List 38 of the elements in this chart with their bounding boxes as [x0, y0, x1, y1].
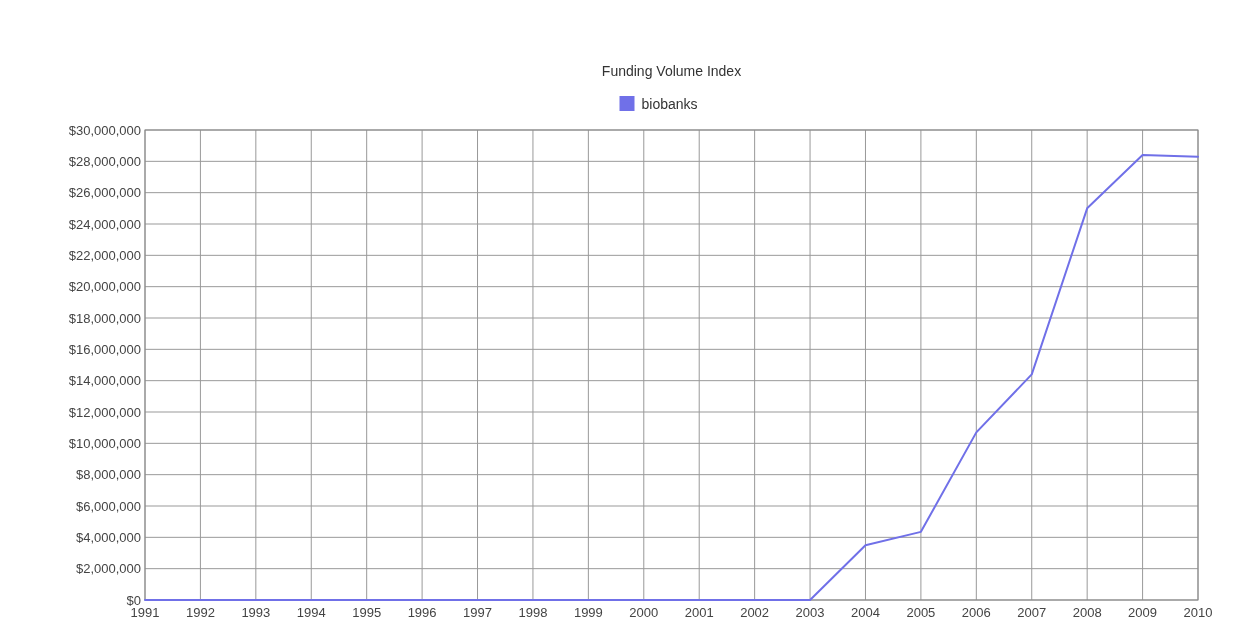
y-tick-label: $12,000,000 — [68, 404, 141, 420]
x-tick-label: 1993 — [241, 605, 271, 620]
x-tick-label: 1997 — [463, 605, 492, 620]
legend-label: biobanks — [641, 95, 698, 112]
y-tick-label: $10,000,000 — [68, 435, 141, 451]
y-tick-label: $22,000,000 — [68, 247, 141, 263]
x-tick-label: 1999 — [573, 605, 603, 620]
x-tick-label: 1991 — [130, 605, 160, 620]
y-tick-label: $0 — [126, 592, 141, 608]
y-tick-label: $14,000,000 — [68, 373, 141, 389]
x-tick-label: 2009 — [1128, 605, 1158, 620]
x-tick-label: 2008 — [1072, 605, 1102, 620]
y-tick-label: $2,000,000 — [75, 561, 141, 577]
x-tick-label: 2010 — [1183, 605, 1213, 620]
y-tick-label: $26,000,000 — [68, 185, 141, 201]
x-tick-label: 1998 — [518, 605, 548, 620]
x-tick-label: 1996 — [407, 605, 437, 620]
y-tick-label: $20,000,000 — [68, 279, 141, 295]
x-tick-label: 1994 — [296, 605, 326, 620]
y-tick-label: $6,000,000 — [75, 498, 141, 514]
x-tick-label: 2001 — [684, 605, 714, 620]
x-tick-label: 2004 — [851, 605, 880, 620]
x-tick-label: 2007 — [1017, 605, 1047, 620]
x-tick-label: 2000 — [629, 605, 659, 620]
x-tick-label: 2006 — [961, 605, 991, 620]
x-tick-label: 2003 — [795, 605, 825, 620]
y-tick-label: $8,000,000 — [75, 467, 141, 483]
x-tick-label: 2002 — [740, 605, 770, 620]
y-tick-label: $24,000,000 — [68, 216, 141, 232]
x-tick-label: 2005 — [906, 605, 936, 620]
y-tick-label: $16,000,000 — [68, 341, 141, 357]
y-tick-label: $28,000,000 — [68, 153, 141, 169]
y-tick-label: $4,000,000 — [75, 529, 141, 545]
y-tick-label: $30,000,000 — [68, 122, 141, 138]
y-tick-label: $18,000,000 — [68, 310, 141, 326]
chart-title: Funding Volume Index — [601, 63, 742, 79]
x-tick-label: 1992 — [185, 605, 215, 620]
x-tick-label: 1995 — [352, 605, 382, 620]
